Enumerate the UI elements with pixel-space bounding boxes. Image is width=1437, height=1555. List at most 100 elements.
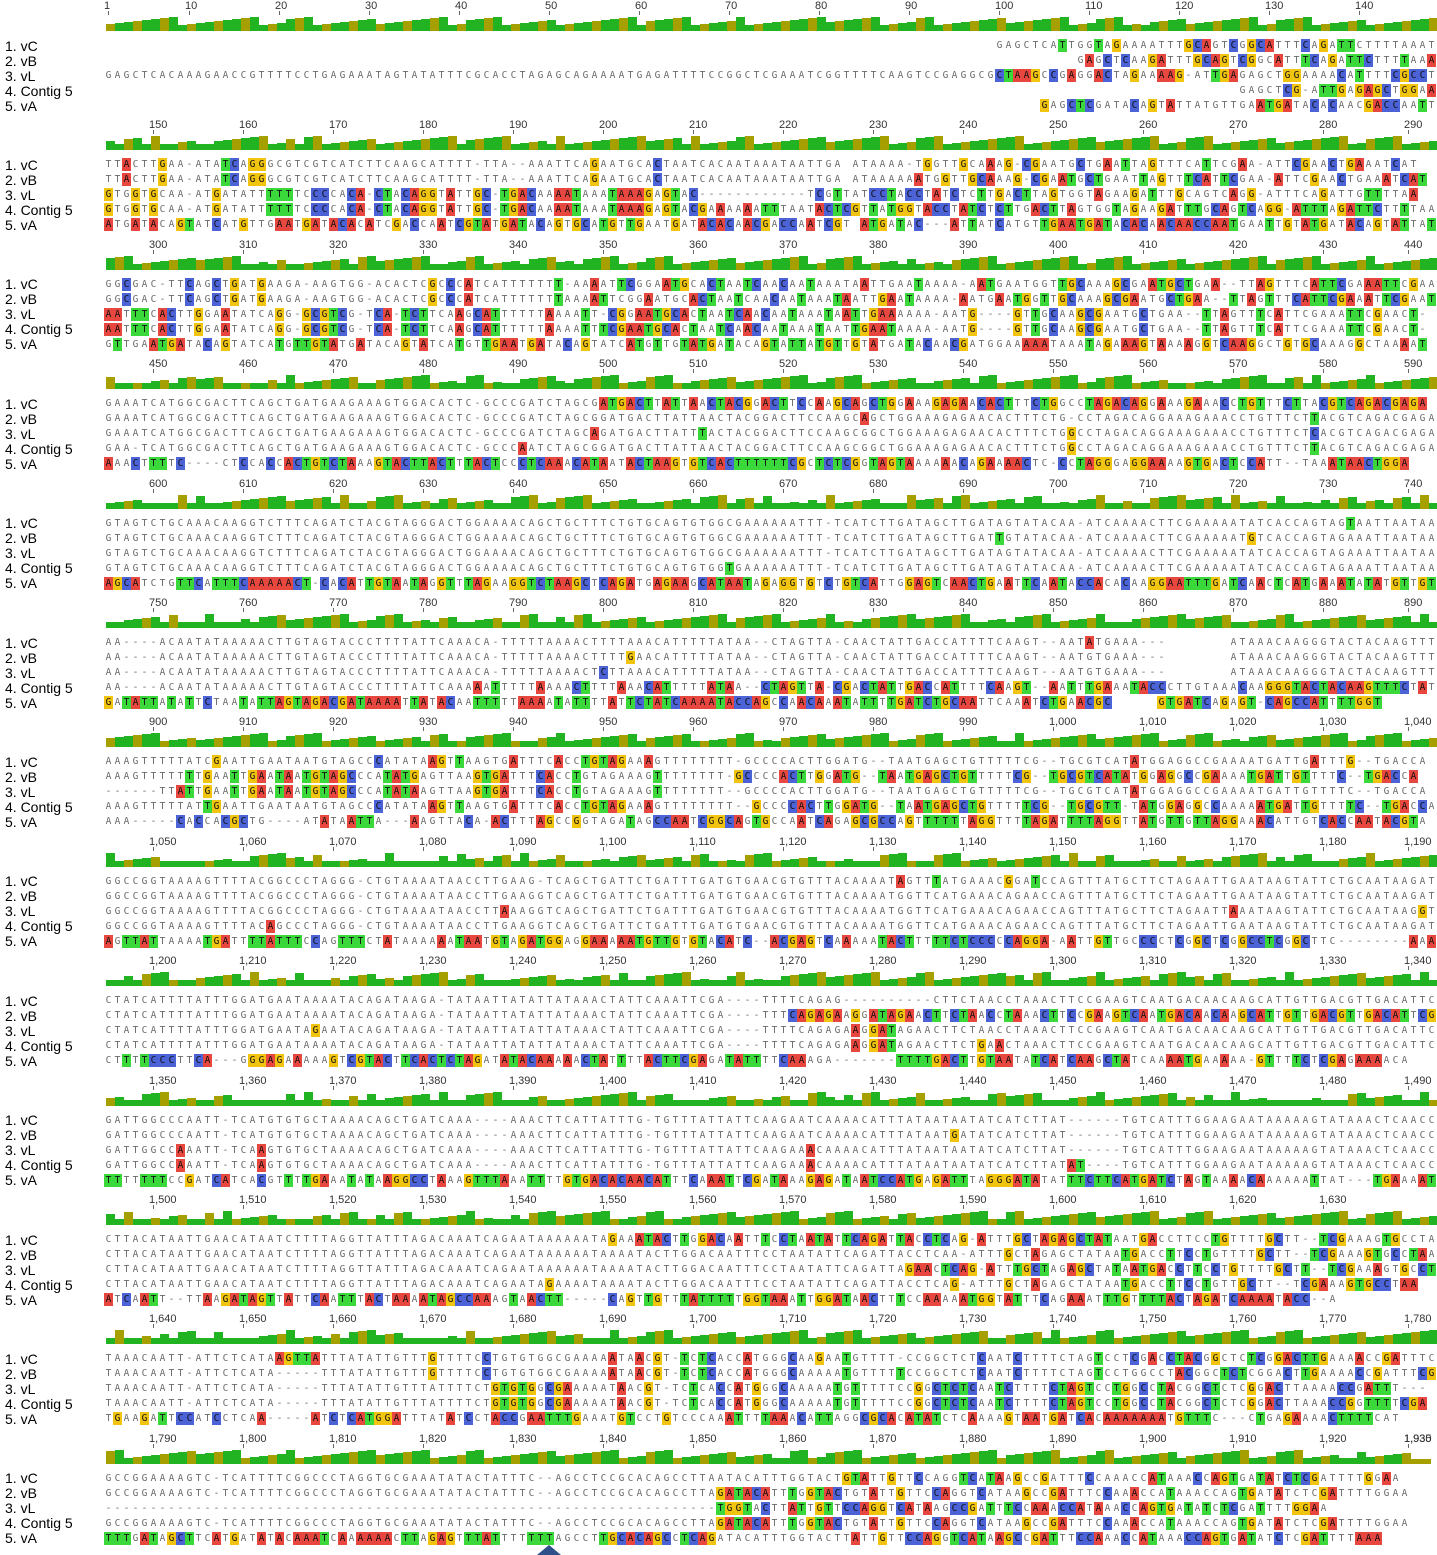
base-cell: G: [239, 218, 248, 231]
ruler-tick-label: 10: [185, 0, 197, 12]
ruler-tick-label: 110: [1085, 0, 1103, 12]
base-cell: A: [797, 218, 806, 231]
base-cell: A: [401, 173, 410, 186]
sequence-label[interactable]: 1. vC: [0, 276, 104, 292]
base-cell: A: [734, 173, 743, 186]
base-cell: A: [545, 203, 554, 216]
base-cell: T: [1292, 173, 1301, 186]
sequence-label[interactable]: 4. Contig 5: [0, 83, 104, 99]
base-cell: G: [1085, 69, 1094, 82]
base-cell: A: [410, 203, 419, 216]
identity-bar: [1141, 263, 1150, 270]
identity-bar: [448, 25, 457, 31]
identity-bar: [979, 257, 988, 270]
position-ruler: 1 10 20 30 40 50 60 70 80 90 100 110 120 130 140: [106, 0, 1431, 14]
base-cell: A: [842, 293, 851, 306]
base-cell: G: [1103, 173, 1112, 186]
base-cell: T: [1229, 99, 1238, 112]
base-cell: A: [617, 69, 626, 82]
base-cell: T: [410, 278, 419, 291]
identity-bar: [502, 136, 511, 150]
base-cell: A: [941, 293, 950, 306]
base-cell: A: [455, 308, 464, 321]
base-cell: C: [401, 203, 410, 216]
identity-bar: [997, 264, 1006, 270]
base-cell: A: [752, 203, 761, 216]
base-cell: A: [527, 158, 536, 171]
identity-bar: [1123, 139, 1132, 150]
base-cell: -: [563, 278, 572, 291]
identity-bar: [529, 259, 538, 270]
base-cell: T: [662, 293, 671, 306]
identity-bar: [565, 261, 574, 270]
identity-bar: [1015, 136, 1024, 150]
base-cell: A: [1229, 188, 1238, 201]
sequence-label[interactable]: 3. vL: [0, 187, 104, 203]
base-cell: G: [1076, 69, 1085, 82]
base-cell: T: [743, 173, 752, 186]
base-cell: A: [1310, 158, 1319, 171]
base-cell: G: [347, 293, 356, 306]
identity-bar: [934, 262, 943, 270]
identity-bar: [592, 258, 601, 270]
identity-bar: [772, 142, 781, 150]
base-cell: T: [1346, 188, 1355, 201]
base-cell: G: [1175, 188, 1184, 201]
base-cell: T: [248, 203, 257, 216]
base-cell: T: [1175, 173, 1184, 186]
base-cell: A: [167, 203, 176, 216]
base-cell: A: [644, 218, 653, 231]
sequence-label[interactable]: 2. vB: [0, 291, 104, 307]
base-cell: G: [1211, 39, 1220, 52]
base-cell: A: [1058, 173, 1067, 186]
base-cell: T: [419, 308, 428, 321]
base-cell: A: [239, 293, 248, 306]
base-cell: C: [1076, 158, 1085, 171]
sequence-label[interactable]: 2. vB: [0, 172, 104, 188]
identity-bar: [907, 259, 916, 270]
base-cell: C: [338, 308, 347, 321]
base-cell: C: [932, 203, 941, 216]
identity-bar: [592, 21, 601, 31]
identity-bar: [1402, 261, 1411, 270]
base-cell: A: [1247, 99, 1256, 112]
base-cell: T: [140, 308, 149, 321]
base-cell: A: [1148, 218, 1157, 231]
base-cell: A: [599, 278, 608, 291]
identity-bar: [664, 139, 673, 150]
base-cell: G: [302, 308, 311, 321]
sequence-label[interactable]: 3. vL: [0, 68, 104, 84]
identity-bar: [943, 264, 952, 270]
base-cell: T: [1112, 54, 1121, 67]
base-cell: C: [1193, 218, 1202, 231]
identity-bar: [1366, 256, 1375, 270]
base-cell: -: [302, 293, 311, 306]
base-cell: T: [500, 203, 509, 216]
base-cell: C: [977, 69, 986, 82]
sequence-label[interactable]: 2. vB: [0, 53, 104, 69]
base-cell: T: [122, 308, 131, 321]
base-cell: C: [455, 293, 464, 306]
base-cell: G: [1400, 293, 1409, 306]
base-cell: G: [1238, 173, 1247, 186]
base-cell: A: [428, 158, 437, 171]
base-cell: T: [176, 308, 185, 321]
base-cell: A: [788, 158, 797, 171]
identity-bar: [1060, 17, 1069, 31]
base-cell: G: [203, 308, 212, 321]
base-cell: C: [275, 158, 284, 171]
sequence-label[interactable]: 1. vC: [0, 38, 104, 54]
base-cell: T: [1427, 39, 1436, 52]
base-cell: T: [338, 278, 347, 291]
base-cell: C: [1355, 99, 1364, 112]
sequence-label[interactable]: 1. vC: [0, 157, 104, 173]
sequence-label[interactable]: 5. vA: [0, 98, 104, 114]
base-cell: T: [734, 293, 743, 306]
sequence-label[interactable]: 5. vA: [0, 217, 104, 233]
sequence-label[interactable]: 4. Contig 5: [0, 202, 104, 218]
sequence-label[interactable]: 3. vL: [0, 306, 104, 322]
identity-bar: [709, 260, 718, 270]
ruler-tick-label: 180: [419, 119, 437, 131]
base-cell: T: [266, 188, 275, 201]
identity-bar: [1357, 260, 1366, 270]
